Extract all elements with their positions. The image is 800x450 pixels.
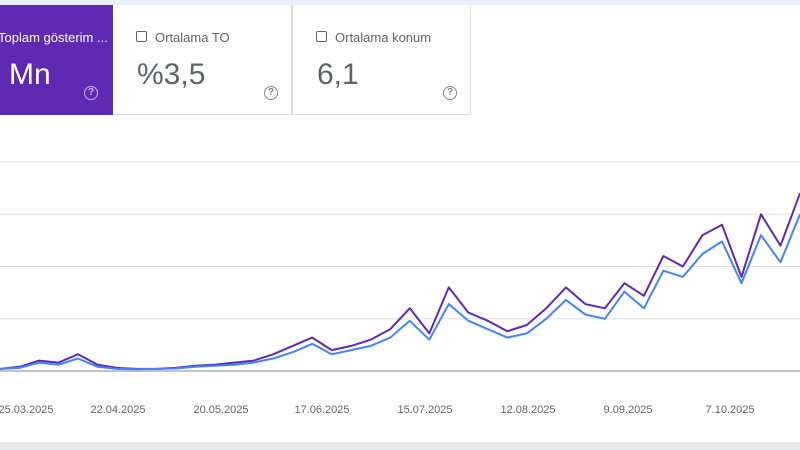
x-tick-label: 9.09.2025 — [604, 404, 653, 416]
card-label: Ortalama konum — [335, 30, 432, 45]
card-label: Ortalama TO — [155, 30, 230, 45]
metric-card-average-position[interactable]: Ortalama konum 6,1 ? — [292, 5, 471, 115]
help-circle-icon[interactable]: ? — [264, 86, 278, 100]
help-circle-icon[interactable]: ? — [84, 86, 98, 100]
card-value: Mn — [9, 58, 51, 91]
chart-x-ticks: 25.03.2025 22.04.2025 20.05.2025 17.06.2025… — [0, 404, 754, 416]
x-tick-label: 15.07.2025 — [397, 404, 452, 416]
card-value: %3,5 — [137, 58, 206, 91]
card-label: Toplam gösterim ... — [0, 30, 108, 45]
card-value: 6,1 — [317, 58, 359, 91]
checkbox-icon[interactable] — [316, 31, 327, 42]
metric-card-total-impressions[interactable]: Toplam gösterim ... Mn ? — [0, 5, 113, 115]
bottom-strip — [0, 442, 800, 450]
checkbox-icon[interactable] — [136, 31, 147, 42]
x-tick-label: 22.04.2025 — [90, 404, 145, 416]
x-tick-label: 12.08.2025 — [500, 404, 555, 416]
x-tick-label: 20.05.2025 — [193, 404, 248, 416]
x-tick-label: 25.03.2025 — [0, 404, 54, 416]
metric-card-average-ctr[interactable]: Ortalama TO %3,5 ? — [113, 5, 292, 115]
performance-chart: 25.03.2025 22.04.2025 20.05.2025 17.06.2025… — [0, 161, 800, 416]
series-line-1 — [0, 213, 800, 371]
x-tick-label: 7.10.2025 — [706, 404, 755, 416]
x-tick-label: 17.06.2025 — [294, 404, 349, 416]
chart-grid — [0, 161, 800, 372]
help-circle-icon[interactable]: ? — [443, 86, 457, 100]
chart-lines — [0, 192, 800, 371]
series-line-0 — [0, 192, 800, 370]
top-strip — [0, 0, 800, 5]
